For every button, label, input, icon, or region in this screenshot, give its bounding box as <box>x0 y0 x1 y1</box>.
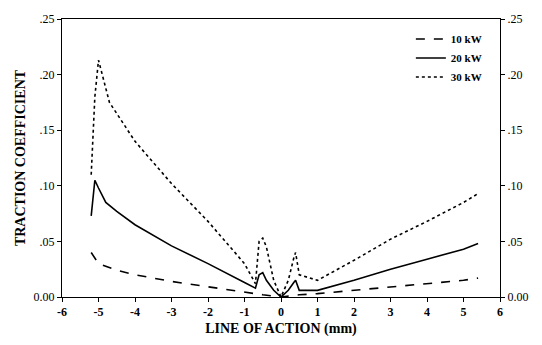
svg-text:30 kW: 30 kW <box>451 71 482 83</box>
svg-text:.20: .20 <box>507 68 522 82</box>
svg-text:LINE OF ACTION (mm): LINE OF ACTION (mm) <box>205 321 357 337</box>
svg-text:.05: .05 <box>507 235 522 249</box>
svg-text:5: 5 <box>461 305 467 319</box>
svg-text:TRACTION COEFFICIENT: TRACTION COEFFICIENT <box>13 69 28 246</box>
svg-text:-5: -5 <box>94 305 104 319</box>
svg-text:.05: .05 <box>40 235 55 249</box>
svg-text:20 kW: 20 kW <box>451 52 482 64</box>
svg-text:1: 1 <box>315 305 321 319</box>
svg-text:4: 4 <box>424 305 430 319</box>
svg-text:.10: .10 <box>40 179 55 193</box>
svg-text:-4: -4 <box>130 305 140 319</box>
svg-text:.15: .15 <box>40 123 55 137</box>
svg-text:6: 6 <box>497 305 503 319</box>
svg-text:.25: .25 <box>40 12 55 26</box>
svg-text:10 kW: 10 kW <box>451 33 482 45</box>
svg-text:0.00: 0.00 <box>507 290 528 304</box>
svg-text:.25: .25 <box>507 12 522 26</box>
svg-text:-6: -6 <box>57 305 67 319</box>
svg-text:-3: -3 <box>167 305 177 319</box>
svg-text:0.00: 0.00 <box>34 290 55 304</box>
svg-text:.15: .15 <box>507 123 522 137</box>
svg-text:-1: -1 <box>240 305 250 319</box>
svg-text:3: 3 <box>388 305 394 319</box>
svg-text:2: 2 <box>351 305 357 319</box>
svg-text:.20: .20 <box>40 68 55 82</box>
svg-text:.10: .10 <box>507 179 522 193</box>
svg-text:-2: -2 <box>203 305 213 319</box>
svg-text:0: 0 <box>278 305 284 319</box>
